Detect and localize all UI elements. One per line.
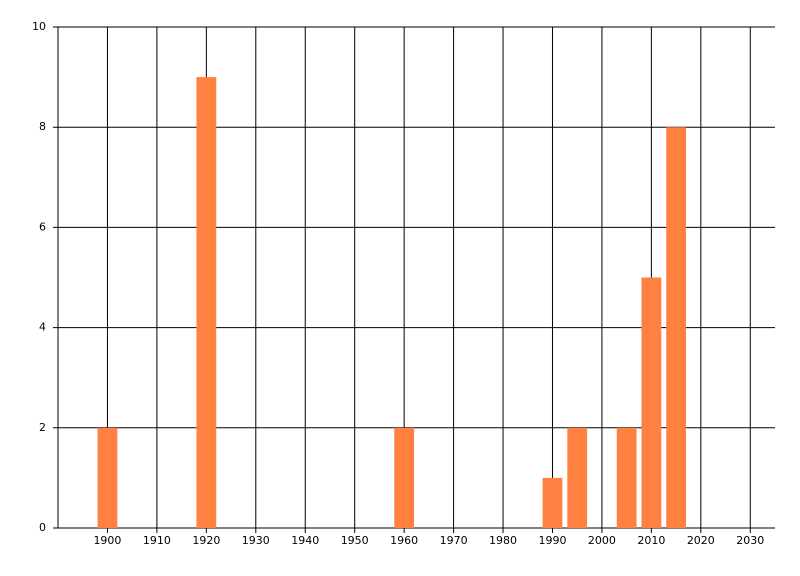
x-tick-label: 1940 xyxy=(291,534,319,547)
bar xyxy=(196,77,217,528)
x-tick-label: 1990 xyxy=(538,534,566,547)
y-tick-label: 2 xyxy=(39,421,46,434)
y-tick-label: 10 xyxy=(32,20,46,33)
bar xyxy=(394,427,415,528)
x-tick-label: 2030 xyxy=(736,534,764,547)
y-tick-label: 0 xyxy=(39,521,46,534)
x-tick-label: 1900 xyxy=(93,534,121,547)
x-tick-label: 1920 xyxy=(192,534,220,547)
y-tick-label: 4 xyxy=(39,321,46,334)
bar xyxy=(542,477,563,528)
x-tick-label: 1910 xyxy=(143,534,171,547)
x-tick-label: 1980 xyxy=(489,534,517,547)
bar xyxy=(666,127,686,528)
bar xyxy=(616,427,637,528)
x-tick-label: 1930 xyxy=(242,534,270,547)
bar xyxy=(641,277,662,528)
bar xyxy=(97,427,118,528)
x-tick-label: 2020 xyxy=(687,534,715,547)
x-tick-label: 2010 xyxy=(637,534,665,547)
x-tick-label: 2000 xyxy=(588,534,616,547)
y-tick-label: 6 xyxy=(39,220,46,233)
x-tick-label: 1960 xyxy=(390,534,418,547)
x-tick-label: 1950 xyxy=(341,534,369,547)
y-tick-label: 8 xyxy=(39,120,46,133)
bar xyxy=(567,427,588,528)
x-tick-label: 1970 xyxy=(440,534,468,547)
